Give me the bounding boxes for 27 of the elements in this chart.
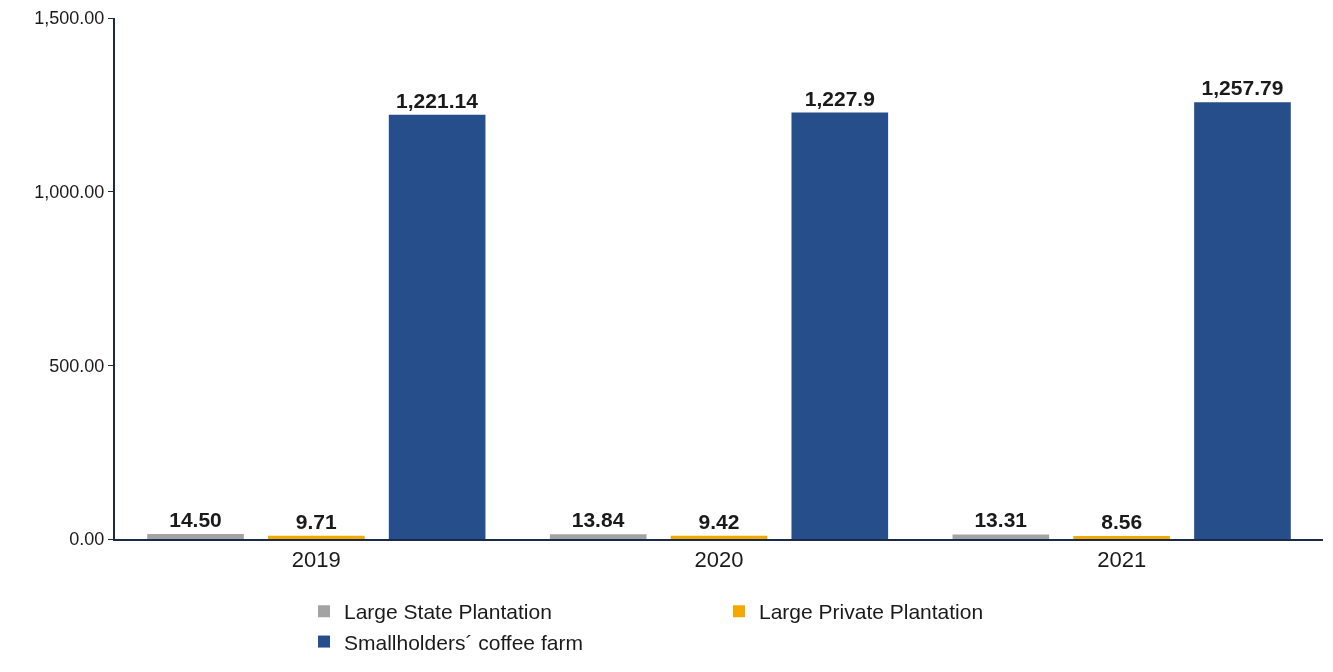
- x-tick-label: 2021: [1097, 547, 1147, 573]
- data-label: 14.50: [169, 507, 222, 531]
- data-label: 9.71: [295, 509, 337, 533]
- bar: [670, 535, 768, 539]
- x-tick-label: 2020: [694, 547, 744, 573]
- y-tick-label: 500.00: [49, 355, 105, 376]
- x-tick-label: 2019: [291, 547, 341, 573]
- data-label: 8.56: [1101, 510, 1143, 534]
- data-label: 9.42: [698, 509, 740, 533]
- bar: [791, 112, 889, 539]
- bar: [388, 114, 486, 539]
- y-tick-label: 1,000.00: [34, 181, 105, 202]
- data-label: 1,221.14: [396, 88, 479, 112]
- data-label: 13.84: [571, 508, 625, 532]
- bar: [549, 534, 647, 539]
- data-label: 1,227.9: [804, 86, 875, 110]
- bar: [147, 533, 244, 539]
- data-label: 13.31: [974, 508, 1028, 532]
- bar: [952, 534, 1050, 539]
- legend-label: Large Private Plantation: [759, 600, 984, 624]
- y-tick-label: 0.00: [69, 529, 105, 550]
- data-label: 1,257.79: [1201, 76, 1284, 100]
- legend-label: Smallholders´ coffee farm: [344, 630, 583, 654]
- bar: [1073, 536, 1170, 539]
- legend-label: Large State Plantation: [344, 600, 552, 624]
- y-tick-label: 1,500.00: [34, 8, 105, 29]
- bar: [1194, 102, 1291, 539]
